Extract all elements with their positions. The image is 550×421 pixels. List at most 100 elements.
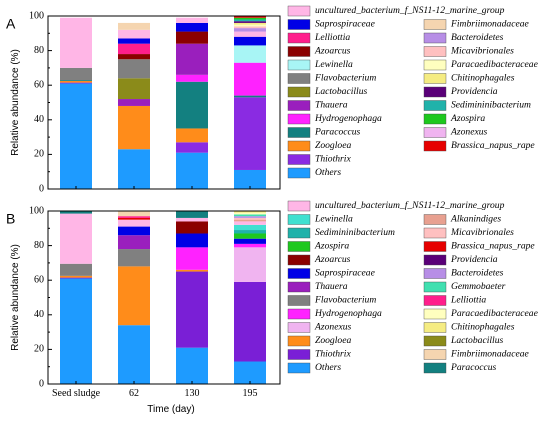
bar-segment — [234, 31, 266, 37]
bar-segment — [176, 221, 208, 234]
bar-segment — [118, 217, 150, 220]
bar-segment — [234, 219, 266, 222]
legend-swatch — [287, 308, 311, 320]
bar-segment — [118, 211, 150, 217]
legend-swatch — [423, 254, 447, 266]
bar-segment — [234, 16, 266, 18]
bar-segment — [234, 95, 266, 98]
legend-swatch — [423, 140, 447, 152]
legend-label: Sedimininibacterium — [451, 100, 531, 111]
legend-swatch — [423, 268, 447, 279]
legend-label: Providencia — [450, 86, 498, 97]
legend-label: Hydrogenophaga — [314, 113, 382, 124]
bar-segment — [60, 278, 92, 384]
legend-label: Micavibrionales — [450, 227, 514, 238]
legend-label: Gemmobaeter — [451, 281, 506, 292]
legend-swatch — [423, 59, 447, 71]
bar-segment — [176, 347, 208, 384]
legend-swatch — [287, 227, 311, 239]
legend-swatch — [287, 349, 311, 360]
legend-swatch — [287, 295, 311, 306]
legend-swatch — [287, 268, 311, 279]
legend-swatch — [287, 335, 311, 347]
bar-segment — [118, 226, 150, 236]
bar-segment — [234, 281, 266, 362]
legend-label: Zoogloea — [315, 140, 351, 151]
bar-segment — [234, 24, 266, 27]
y-tick-label: 80 — [34, 240, 44, 251]
legend-swatch — [423, 32, 447, 44]
y-tick-label: 100 — [29, 205, 44, 216]
legend-swatch — [423, 295, 447, 306]
bar-segment — [234, 28, 266, 32]
bar-segment — [176, 152, 208, 189]
legend-label: Paracoccus — [314, 127, 361, 138]
bar-segment — [118, 54, 150, 60]
y-tick-label: 20 — [34, 344, 44, 355]
legend-swatch — [423, 46, 447, 57]
legend-swatch — [423, 214, 447, 225]
bar-segment — [60, 211, 92, 214]
legend-label: Flavobacterium — [314, 73, 376, 84]
legend-swatch — [287, 322, 311, 333]
y-tick-label: 20 — [34, 149, 44, 160]
legend-swatch — [287, 127, 311, 138]
bar-segment — [234, 211, 266, 213]
bar-segment — [118, 266, 150, 326]
y-tick-label: 40 — [34, 309, 44, 320]
bar-segment — [234, 97, 266, 170]
bar-segment — [60, 213, 92, 264]
bar-segment — [176, 271, 208, 348]
legend-label: Brassica_napus_rape — [451, 140, 535, 151]
legend-swatch — [287, 167, 311, 179]
legend-swatch — [423, 227, 447, 239]
legend-label: Lelliottia — [314, 32, 350, 43]
legend-swatch — [423, 73, 447, 84]
bar-segment — [234, 21, 266, 23]
bar-segment — [176, 43, 208, 75]
legend-label: Fimbriimonadaceae — [450, 19, 530, 30]
bar-segment — [234, 212, 266, 215]
bar-segment — [118, 29, 150, 39]
legend-label: Lewinella — [314, 214, 353, 225]
bar-segment — [234, 19, 266, 22]
bar-segment — [118, 22, 150, 30]
legend-swatch — [423, 322, 447, 333]
legend-label: Lactobacillus — [314, 86, 367, 97]
bar-segment — [234, 214, 266, 217]
bar-segment — [176, 211, 208, 218]
legend-swatch — [287, 46, 311, 57]
legend-label: Saprospiraceae — [315, 19, 376, 30]
x-tick-label: 130 — [185, 388, 200, 399]
legend-label: Chitinophagales — [451, 322, 515, 333]
bar-segment — [234, 233, 266, 239]
legend-swatch — [287, 281, 311, 293]
legend-swatch — [287, 19, 311, 30]
legend-label: Zoogloea — [315, 335, 351, 346]
legend-label: Saprospiraceae — [315, 268, 376, 279]
legend-label: Thauera — [315, 100, 348, 111]
bar-segment — [176, 74, 208, 82]
bar-segment — [60, 67, 92, 81]
bar-segment — [118, 219, 150, 227]
bar-segment — [118, 325, 150, 384]
bar-segment — [60, 263, 92, 276]
bar-segment — [234, 238, 266, 244]
legend-label: uncultured_bacterium_f_NS11-12_marine_gr… — [315, 5, 505, 16]
legend-label: Thiothrix — [315, 349, 351, 360]
legend-label: Paracaedibacteraceae — [450, 308, 539, 319]
y-tick-label: 0 — [39, 183, 44, 194]
bar-segment — [234, 224, 266, 231]
y-axis-title: Relative abundance (%) — [10, 49, 21, 156]
bar-segment — [118, 78, 150, 100]
bar-segment — [176, 22, 208, 32]
bar-segment — [118, 105, 150, 150]
y-axis-title: Relative abundance (%) — [10, 244, 21, 351]
legend-label: Flavobacterium — [314, 295, 376, 306]
legend-label: Thiothrix — [315, 154, 351, 165]
x-axis-title: Time (day) — [147, 404, 194, 415]
legend-label: Lactobacillus — [450, 335, 503, 346]
legend-label: Azospira — [450, 113, 485, 124]
bar-segment — [118, 99, 150, 106]
